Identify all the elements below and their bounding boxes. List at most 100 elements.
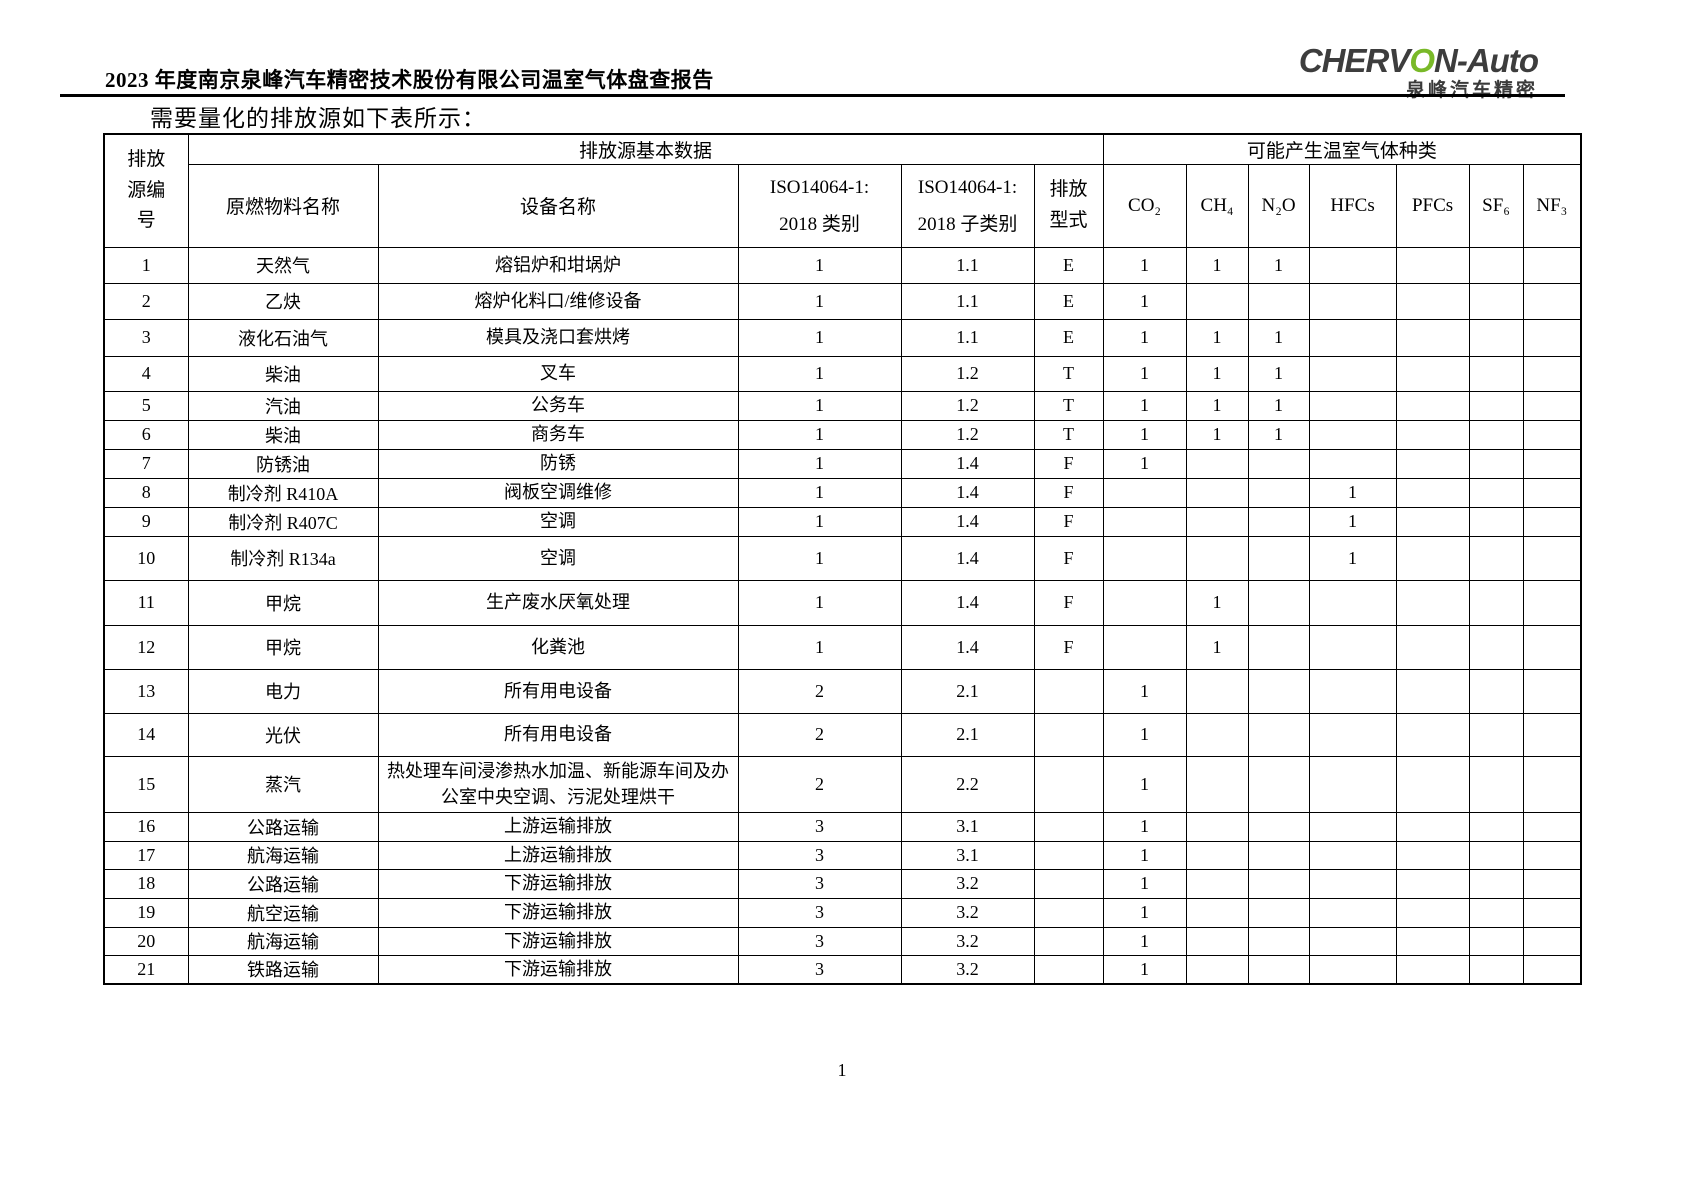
cell-type: F: [1033, 477, 1104, 508]
cell-hfcs: [1308, 926, 1397, 956]
cell-ch4: 1: [1185, 624, 1249, 670]
cell-equipment: 叉车: [377, 355, 739, 392]
cell-co2: 1: [1102, 448, 1187, 479]
cell-category: 1: [737, 355, 902, 392]
cell-pfcs: [1395, 579, 1470, 626]
cell-pfcs: [1395, 390, 1470, 421]
table-row: 17 航海运输 上游运输排放 3 3.1 1: [103, 840, 1582, 870]
cell-pfcs: [1395, 448, 1470, 479]
cell-n2o: 1: [1247, 246, 1310, 284]
cell-equipment: 所有用电设备: [377, 668, 739, 714]
cell-category: 2: [737, 668, 902, 714]
cell-nf3: [1522, 624, 1582, 670]
cell-category: 1: [737, 246, 902, 284]
cell-co2: 1: [1102, 390, 1187, 421]
cell-ch4: 1: [1185, 318, 1249, 357]
table-row: 3 液化石油气 模具及浇口套烘烤 1 1.1 E 1 1 1: [103, 318, 1582, 357]
cell-material: 汽油: [187, 390, 379, 421]
logo-subtitle: 泉峰汽车精密: [1405, 79, 1538, 101]
cell-subcategory: 1.2: [900, 419, 1035, 450]
cell-pfcs: [1395, 897, 1470, 928]
cell-material: 航海运输: [187, 840, 379, 870]
col-header-equipment: 设备名称: [377, 163, 739, 248]
cell-equipment: 公务车: [377, 390, 739, 421]
table-row: 5 汽油 公务车 1 1.2 T 1 1 1: [103, 390, 1582, 421]
cell-hfcs: [1308, 318, 1397, 357]
cell-co2: 1: [1102, 954, 1187, 985]
cell-type: [1033, 926, 1104, 956]
cell-equipment: 下游运输排放: [377, 868, 739, 899]
cell-type: F: [1033, 535, 1104, 581]
cell-ch4: [1185, 954, 1249, 985]
cell-equipment: 熔炉化料口/维修设备: [377, 282, 739, 320]
column-header-row: 原燃物料名称 设备名称 ISO14064-1: 2018 类别 ISO14064…: [104, 163, 1582, 248]
cell-material: 蒸汽: [187, 755, 379, 813]
cell-subcategory: 1.4: [900, 624, 1035, 670]
cell-type: F: [1033, 506, 1104, 537]
cell-type: T: [1033, 390, 1104, 421]
cell-subcategory: 3.2: [900, 897, 1035, 928]
cell-category: 2: [737, 712, 902, 757]
cell-n2o: [1247, 477, 1310, 508]
cell-material: 制冷剂 R134a: [187, 535, 379, 581]
cell-co2: 1: [1102, 868, 1187, 899]
cell-type: [1033, 755, 1104, 813]
cell-sf6: [1468, 868, 1524, 899]
col-header-sf6: SF₆: [1468, 163, 1524, 248]
cell-hfcs: 1: [1308, 506, 1397, 537]
cell-sf6: [1468, 448, 1524, 479]
cell-nf3: [1522, 926, 1582, 956]
cell-type: [1033, 954, 1104, 985]
cell-subcategory: 3.2: [900, 926, 1035, 956]
cell-co2: 1: [1102, 668, 1187, 714]
cell-co2: [1102, 579, 1187, 626]
cell-equipment: 下游运输排放: [377, 954, 739, 985]
cell-subcategory: 2.2: [900, 755, 1035, 813]
cell-equipment: 防锈: [377, 448, 739, 479]
cell-subcategory: 1.1: [900, 318, 1035, 357]
cell-material: 制冷剂 R410A: [187, 477, 379, 508]
cell-n2o: 1: [1247, 390, 1310, 421]
cell-material: 公路运输: [187, 868, 379, 899]
cell-equipment: 下游运输排放: [377, 897, 739, 928]
cell-category: 1: [737, 506, 902, 537]
table-row: 1 天然气 熔铝炉和坩埚炉 1 1.1 E 1 1 1: [103, 246, 1582, 284]
cell-ch4: [1185, 668, 1249, 714]
cell-nf3: [1522, 535, 1582, 581]
cell-subcategory: 2.1: [900, 712, 1035, 757]
cell-hfcs: 1: [1308, 535, 1397, 581]
report-title: 2023 年度南京泉峰汽车精密技术股份有限公司温室气体盘查报告: [105, 68, 714, 92]
cell-equipment: 模具及浇口套烘烤: [377, 318, 739, 357]
cell-no: 8: [103, 477, 189, 508]
cell-equipment: 化粪池: [377, 624, 739, 670]
cell-n2o: [1247, 954, 1310, 985]
cell-no: 20: [103, 926, 189, 956]
cell-material: 防锈油: [187, 448, 379, 479]
cell-category: 1: [737, 624, 902, 670]
cell-equipment: 上游运输排放: [377, 811, 739, 842]
cell-sf6: [1468, 811, 1524, 842]
table-row: 7 防锈油 防锈 1 1.4 F 1: [103, 448, 1582, 479]
cell-no: 16: [103, 811, 189, 842]
cell-sf6: [1468, 712, 1524, 757]
cell-sf6: [1468, 477, 1524, 508]
cell-n2o: 1: [1247, 318, 1310, 357]
cell-material: 铁路运输: [187, 954, 379, 985]
cell-nf3: [1522, 668, 1582, 714]
cell-no: 12: [103, 624, 189, 670]
cell-hfcs: 1: [1308, 477, 1397, 508]
cell-equipment: 上游运输排放: [377, 840, 739, 870]
cell-co2: 1: [1102, 840, 1187, 870]
cell-hfcs: [1308, 868, 1397, 899]
cell-equipment: 商务车: [377, 419, 739, 450]
cell-n2o: [1247, 535, 1310, 581]
table-row: 11 甲烷 生产废水厌氧处理 1 1.4 F 1: [103, 579, 1582, 626]
cell-type: E: [1033, 246, 1104, 284]
cell-pfcs: [1395, 535, 1470, 581]
cell-subcategory: 1.4: [900, 477, 1035, 508]
cell-type: [1033, 811, 1104, 842]
cell-ch4: 1: [1185, 419, 1249, 450]
cell-material: 甲烷: [187, 579, 379, 626]
cell-hfcs: [1308, 668, 1397, 714]
col-header-ch4: CH₄: [1185, 163, 1249, 248]
